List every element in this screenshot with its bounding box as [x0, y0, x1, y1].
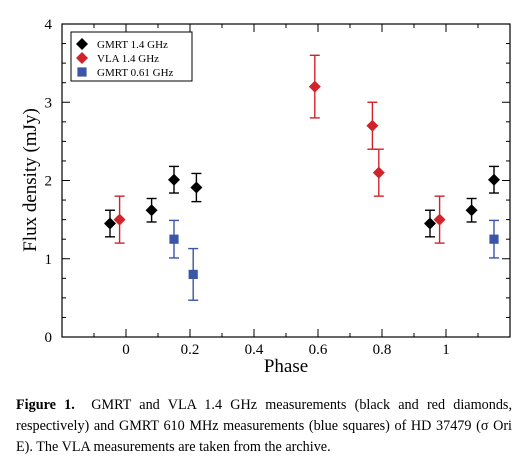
legend-label: GMRT 0.61 GHz [97, 67, 174, 79]
diamond-marker [104, 217, 116, 230]
legend-label: GMRT 1.4 GHz [97, 39, 168, 51]
y-tick-label: 4 [45, 17, 53, 33]
caption-text: GMRT and VLA 1.4 GHz measurements (black… [16, 397, 512, 455]
figure-caption: Figure 1. GMRT and VLA 1.4 GHz measureme… [16, 395, 512, 458]
diamond-marker [433, 213, 446, 226]
y-tick-label: 0 [45, 330, 53, 346]
legend-item: GMRT 1.4 GHz [76, 38, 168, 51]
y-axis-label: Flux density (mJy) [20, 108, 41, 252]
diamond-marker [488, 173, 500, 186]
legend-item: GMRT 0.61 GHz [77, 67, 174, 79]
x-axis-ticks: 0 0.2 0.4 0.6 0.8 1 [61, 24, 511, 358]
x-axis-label: Phase [264, 356, 308, 377]
legend-square-icon [77, 67, 87, 77]
data-point-vla-1-4-ghz [372, 148, 385, 197]
data-point-vla-1-4-ghz [366, 101, 379, 150]
square-marker [188, 269, 198, 279]
x-tick-label: 0.6 [309, 342, 328, 358]
legend-diamond-icon [76, 38, 88, 50]
legend-item: VLA 1.4 GHz [76, 52, 159, 65]
square-marker [169, 234, 179, 244]
diamond-marker [372, 166, 385, 179]
diamond-marker [145, 204, 158, 217]
legend-diamond-icon [76, 52, 88, 64]
data-point-gmrt-1-4-ghz [424, 209, 436, 238]
y-tick-label: 3 [45, 95, 53, 111]
data-point-gmrt-0-61-ghz [169, 219, 179, 259]
data-point-gmrt-1-4-ghz [104, 209, 116, 238]
x-tick-label: 0.4 [245, 342, 264, 358]
data-point-vla-1-4-ghz [433, 195, 446, 244]
diamond-marker [366, 119, 379, 132]
x-tick-label: 0.2 [181, 342, 200, 358]
y-axis-ticks: 0 1 2 3 4 [45, 17, 510, 346]
y-tick-label: 1 [45, 252, 53, 268]
x-tick-label: 0 [122, 342, 130, 358]
diamond-marker [424, 217, 436, 230]
square-marker [489, 234, 499, 244]
data-point-gmrt-1-4-ghz [488, 165, 500, 194]
diamond-marker [190, 181, 203, 194]
x-tick-label: 0.8 [373, 342, 392, 358]
data-point-gmrt-1-4-ghz [168, 165, 180, 194]
data-point-gmrt-1-4-ghz [145, 197, 158, 223]
legend-label: VLA 1.4 GHz [97, 53, 159, 65]
legend: GMRT 1.4 GHz VLA 1.4 GHz GMRT 0.61 GHz [70, 31, 193, 82]
data-point-gmrt-1-4-ghz [190, 172, 203, 203]
x-tick-label: 1 [442, 342, 450, 358]
diamond-marker [465, 204, 478, 217]
data-point-vla-1-4-ghz [113, 195, 126, 244]
diamond-marker [168, 173, 180, 186]
data-point-gmrt-0-61-ghz [489, 219, 499, 259]
data-points [104, 54, 500, 301]
data-point-gmrt-1-4-ghz [465, 197, 478, 223]
diamond-marker [308, 80, 321, 93]
diamond-marker [113, 213, 126, 226]
flux-density-chart: 0 0.2 0.4 0.6 0.8 1 0 1 2 3 4 Phase Flux density … [20, 17, 511, 377]
caption-label: Figure 1. [16, 397, 75, 413]
data-point-vla-1-4-ghz [308, 54, 321, 119]
legend-box [70, 31, 193, 82]
y-tick-label: 2 [45, 174, 53, 190]
data-point-gmrt-0-61-ghz [188, 247, 199, 301]
